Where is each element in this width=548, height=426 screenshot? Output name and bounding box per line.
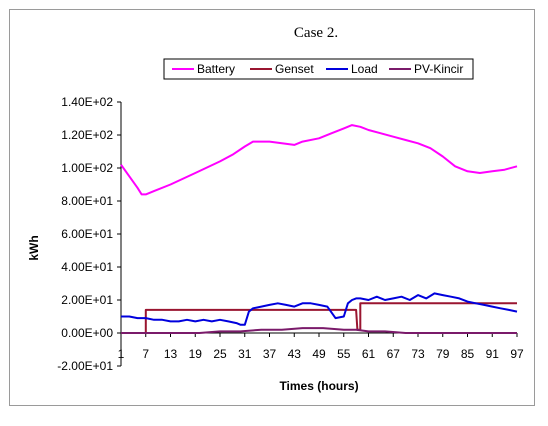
y-tick-label: 0.00E+00: [61, 326, 113, 340]
x-tick-label: 31: [238, 347, 252, 361]
y-tick-label: 1.20E+02: [61, 128, 113, 142]
y-tick-label: 4.00E+01: [61, 260, 113, 274]
x-axis-label: Times (hours): [279, 379, 358, 393]
series-lines: [120, 124, 518, 334]
x-tick-label: 85: [461, 347, 475, 361]
legend: Battery Genset Load PV-Kincir: [163, 58, 474, 80]
x-tick-label: 49: [312, 347, 326, 361]
legend-label: PV-Kincir: [414, 62, 463, 76]
x-tick-label: 67: [387, 347, 401, 361]
y-tick-label: 1.40E+02: [61, 95, 113, 109]
tick-labels: -2.00E+01 0.00E+00 2.00E+01 4.00E+01 6.00E+0…: [57, 95, 524, 373]
series-line-battery: [120, 124, 518, 196]
x-tick-label: 91: [486, 347, 500, 361]
x-tick-label: 19: [189, 347, 203, 361]
legend-box: [163, 58, 474, 80]
legend-label: Load: [351, 62, 378, 76]
axes: [117, 101, 518, 367]
x-tick-label: 13: [164, 347, 178, 361]
x-tick-label: 73: [411, 347, 425, 361]
x-tick-label: 97: [510, 347, 524, 361]
y-axis-label: kWh: [27, 235, 41, 260]
y-tick-label: 8.00E+01: [61, 194, 113, 208]
x-tick-label: 43: [288, 347, 302, 361]
x-tick-label: 55: [337, 347, 351, 361]
legend-label: Battery: [197, 62, 235, 76]
x-tick-label: 79: [436, 347, 450, 361]
y-tick-label: -2.00E+01: [57, 359, 113, 373]
y-tick-label: 1.00E+02: [61, 161, 113, 175]
series-line-pv-kincir: [121, 327, 517, 334]
chart-title: Case 2.: [294, 25, 338, 41]
y-tick-label: 2.00E+01: [61, 293, 113, 307]
x-tick-label: 25: [213, 347, 227, 361]
x-tick-label: 7: [142, 347, 149, 361]
y-tick-label: 6.00E+01: [61, 227, 113, 241]
legend-label: Genset: [275, 62, 314, 76]
x-tick-label: 61: [362, 347, 376, 361]
x-tick-label: 37: [263, 347, 277, 361]
series-line-load: [121, 292, 518, 326]
x-tick-label: 1: [118, 347, 125, 361]
